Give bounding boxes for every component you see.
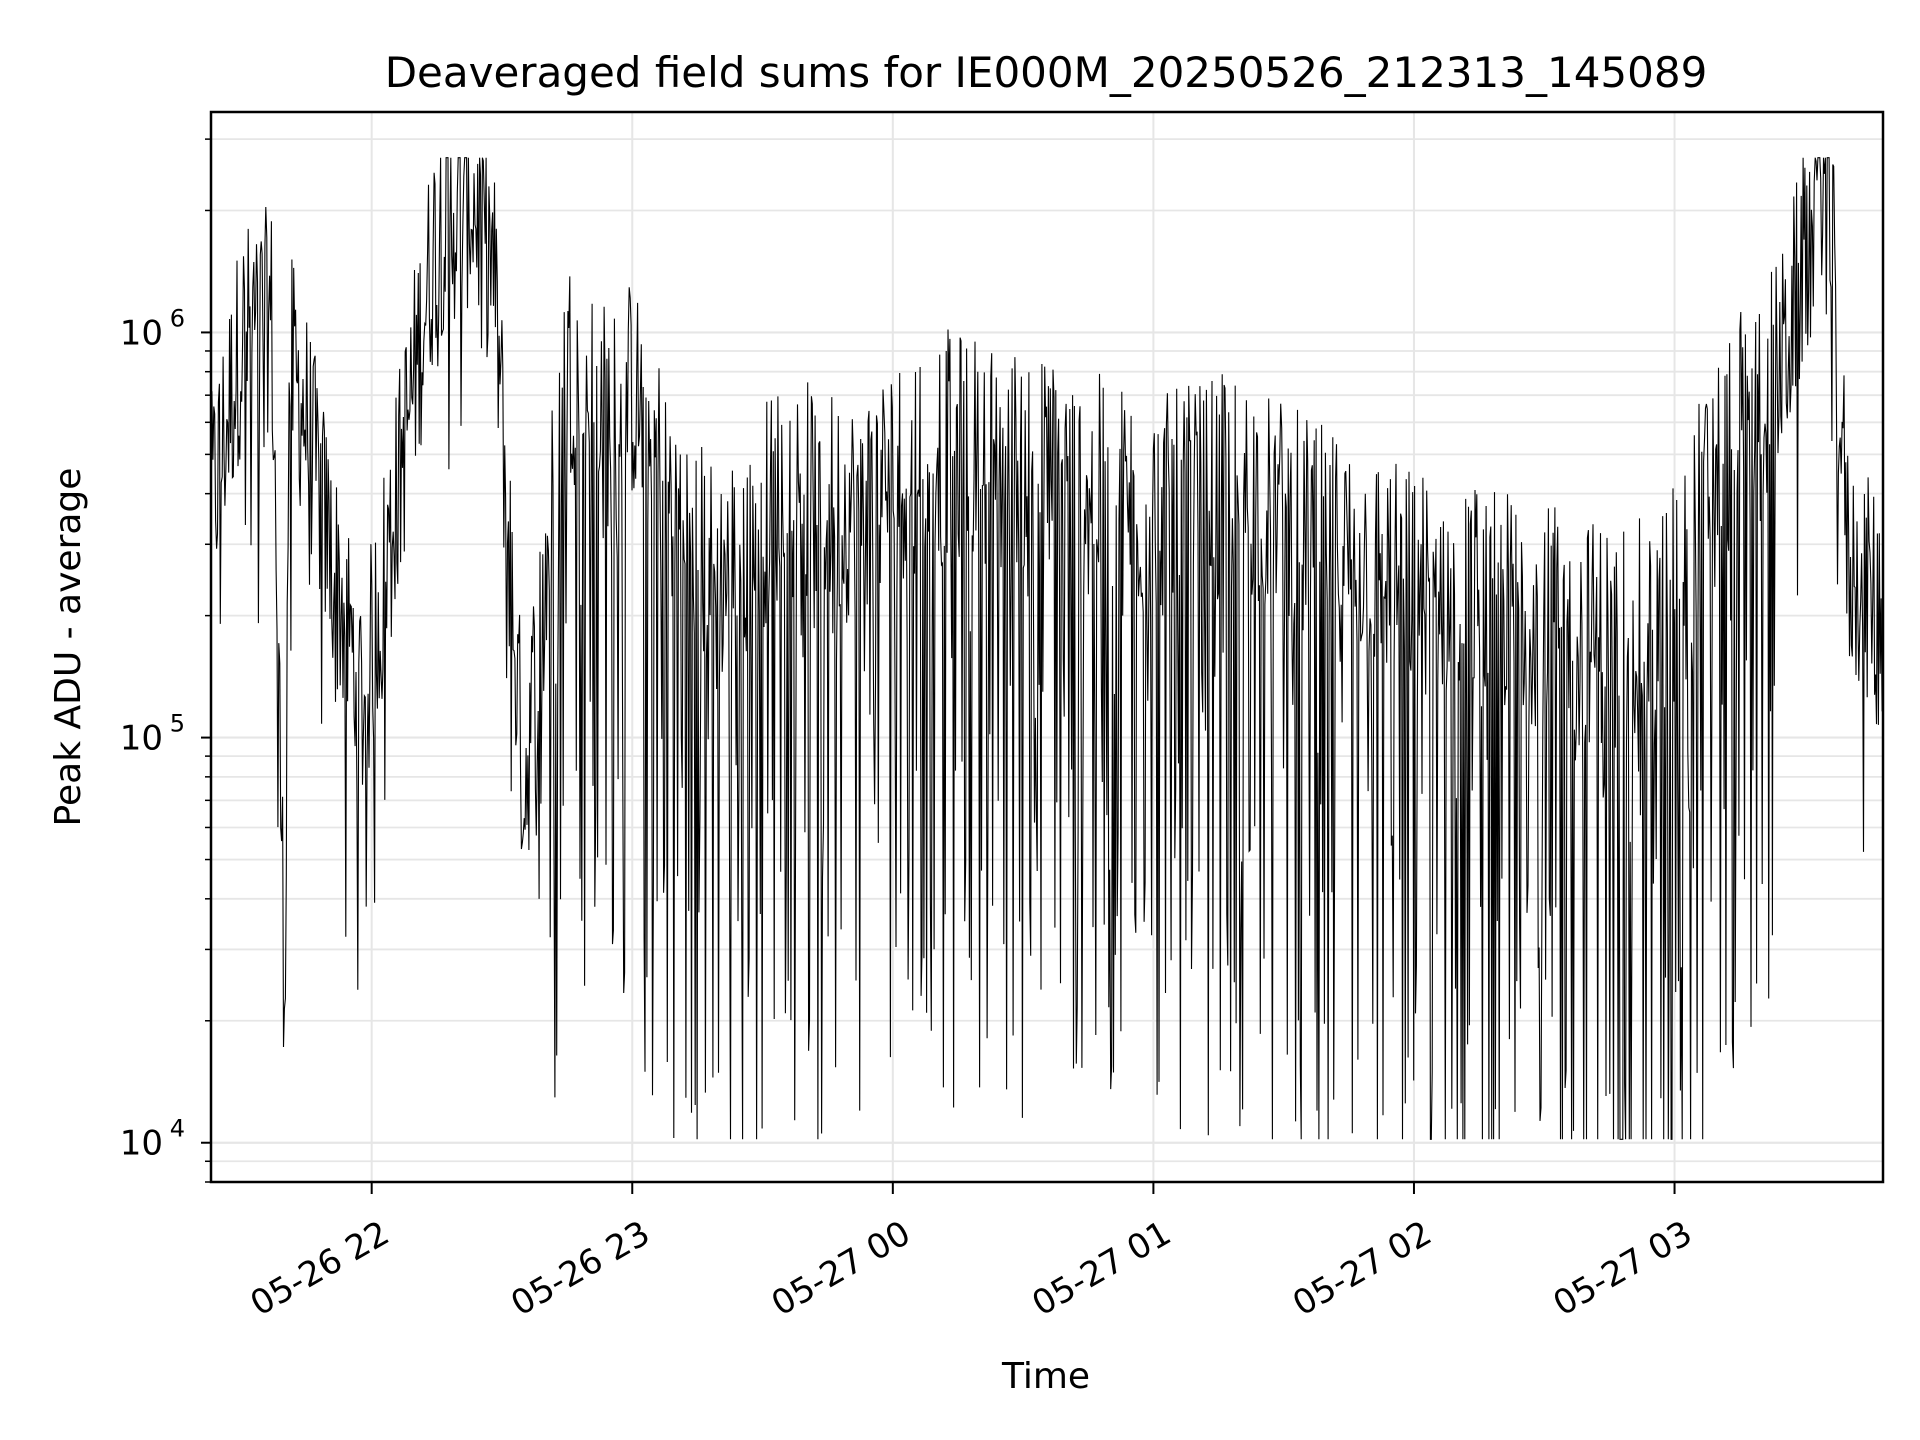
x-axis-label: Time xyxy=(1001,1356,1090,1397)
x-tick-label: 05-27 01 xyxy=(1026,1213,1178,1324)
data-series-layer xyxy=(210,157,1884,1140)
y-tick-label: 10 xyxy=(120,313,163,353)
plot-frame xyxy=(209,110,1885,1184)
x-tick-label: 05-26 22 xyxy=(244,1213,396,1324)
chart-title: Deaveraged field sums for IE000M_2025052… xyxy=(385,48,1708,97)
data-series-line xyxy=(210,157,1884,1140)
x-axis: 05-26 22 05-26 23 05-27 00 05-27 01 05-27 02… xyxy=(244,1182,1699,1324)
y-tick-exponent: 6 xyxy=(170,304,185,332)
x-tick-label: 05-27 03 xyxy=(1547,1213,1699,1324)
y-tick-label: 10 xyxy=(120,719,163,759)
y-tick-exponent: 4 xyxy=(170,1115,185,1143)
grid xyxy=(211,112,1883,1183)
x-tick-label: 05-27 02 xyxy=(1286,1213,1438,1324)
y-axis-label: Peak ADU - average xyxy=(48,468,89,827)
y-tick-exponent: 5 xyxy=(170,710,185,738)
x-tick-label: 05-26 23 xyxy=(504,1213,656,1324)
y-tick-label: 10 xyxy=(120,1124,163,1164)
x-tick-label: 05-27 00 xyxy=(765,1213,917,1324)
